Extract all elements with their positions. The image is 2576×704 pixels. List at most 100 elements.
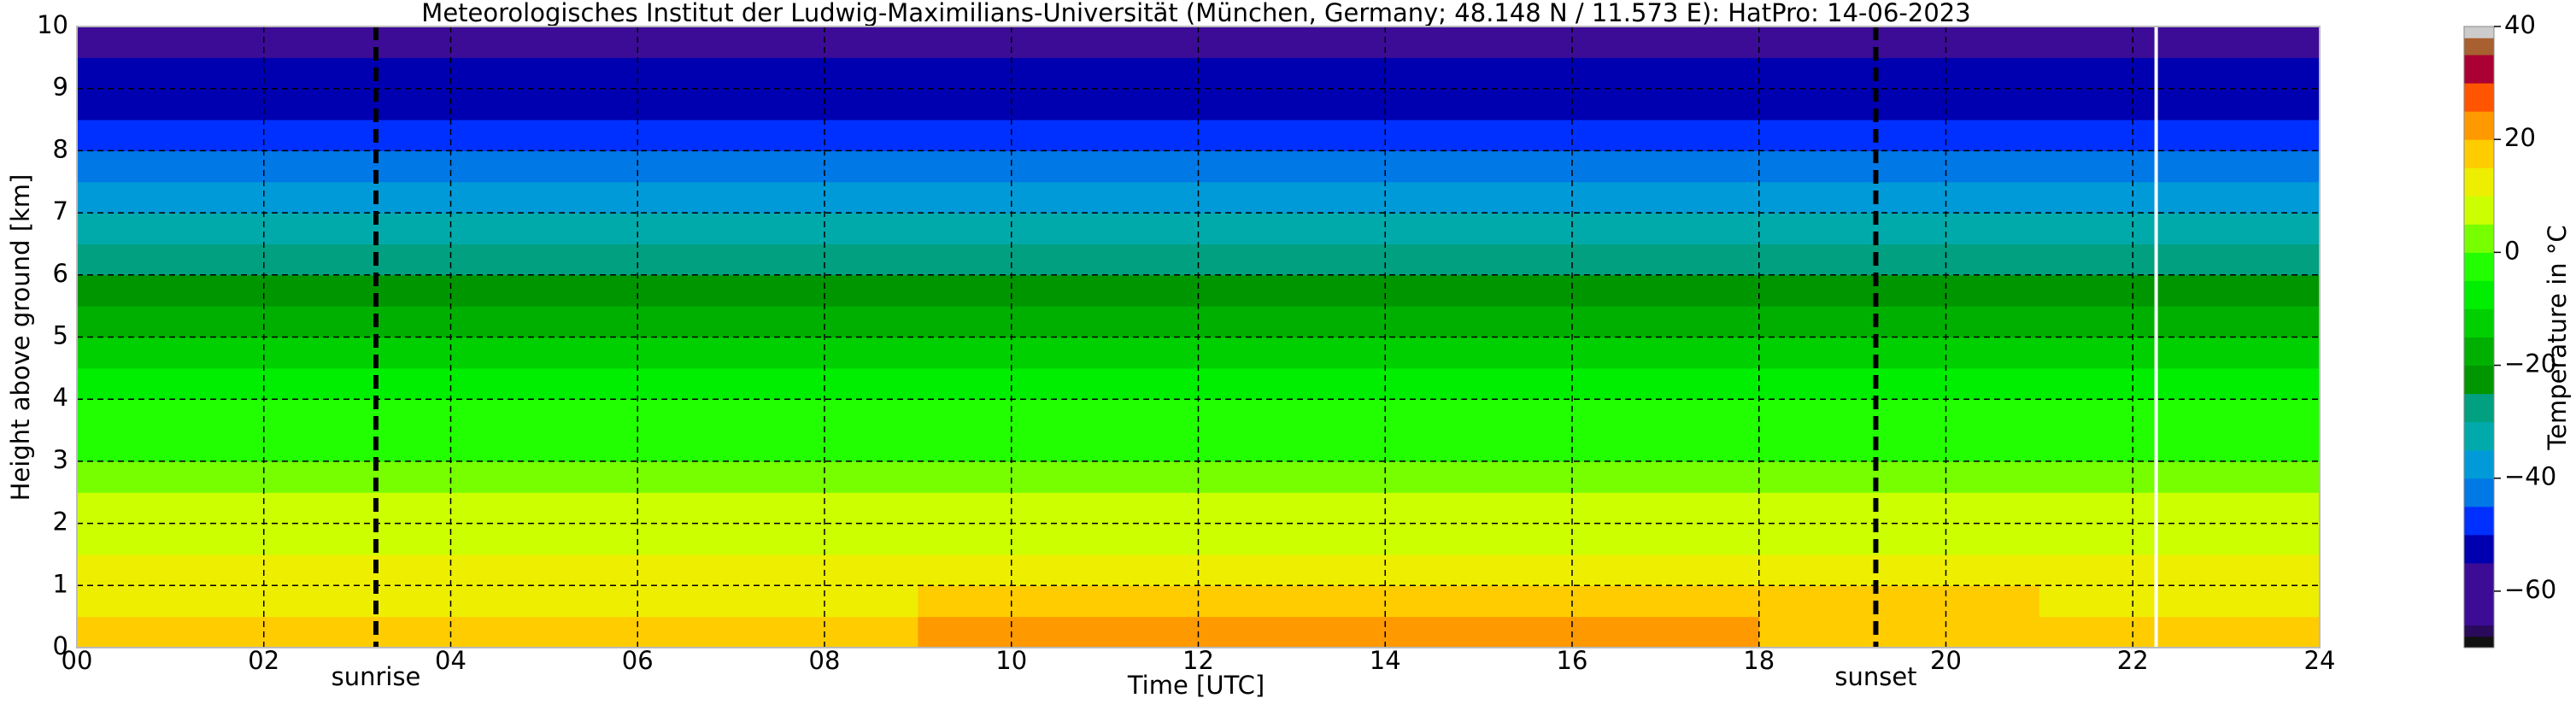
- heat-cell: [2039, 213, 2321, 244]
- colorbar-segment: [2464, 534, 2494, 564]
- chart-title: Meteorologisches Institut der Ludwig-Max…: [421, 0, 1970, 27]
- heat-cell: [357, 616, 638, 648]
- heat-cell: [637, 616, 918, 648]
- heat-cell: [1198, 213, 1480, 244]
- heat-cell: [1198, 274, 1480, 307]
- heat-cell: [1758, 213, 2040, 244]
- x-tick-label: 14: [1370, 646, 1401, 675]
- y-tick-label: 1: [53, 569, 68, 598]
- heat-cell: [1478, 57, 1760, 90]
- heat-cell: [1478, 120, 1760, 151]
- heat-cell: [1198, 26, 1480, 58]
- colorbar-segment: [2464, 196, 2494, 225]
- colorbar-segment: [2464, 55, 2494, 84]
- y-tick-label: 6: [53, 259, 68, 288]
- heat-cell: [2039, 585, 2321, 618]
- heat-cell: [1758, 337, 2040, 369]
- heat-cell: [357, 461, 638, 493]
- heat-cell: [637, 181, 918, 214]
- heat-cell: [1198, 461, 1480, 493]
- colorbar-tick-label: 20: [2504, 123, 2536, 152]
- heat-cell: [1758, 430, 2040, 462]
- heat-cell: [77, 274, 358, 307]
- heat-cell: [1758, 399, 2040, 431]
- heat-cell: [1478, 88, 1760, 120]
- heat-cell: [77, 492, 358, 525]
- heat-cell: [637, 585, 918, 618]
- heat-cell: [2039, 88, 2321, 120]
- colorbar-frame: [2463, 26, 2495, 648]
- heat-cell: [77, 554, 358, 586]
- heat-cell: [2039, 274, 2321, 307]
- x-tick-label: 04: [435, 646, 466, 675]
- colorbar-segment: [2464, 393, 2494, 423]
- colorbar-segment: [2464, 83, 2494, 112]
- heat-cell: [1198, 88, 1480, 120]
- colorbar-segment: [2464, 280, 2494, 309]
- heat-cell: [637, 337, 918, 369]
- heat-cell: [918, 616, 1199, 648]
- heat-cell: [1478, 150, 1760, 183]
- x-tick-label: 10: [995, 646, 1027, 675]
- heat-cell: [918, 150, 1199, 183]
- heat-cell: [1198, 181, 1480, 214]
- heat-cell: [918, 461, 1199, 493]
- heat-cell: [637, 57, 918, 90]
- heat-cell: [1758, 306, 2040, 337]
- heat-cell: [77, 430, 358, 462]
- heat-cell: [77, 461, 358, 493]
- heat-cell: [637, 430, 918, 462]
- heat-cell: [1478, 430, 1760, 462]
- heat-cell: [1198, 399, 1480, 431]
- heat-cell: [1478, 367, 1760, 400]
- heat-cell: [77, 26, 358, 58]
- heat-cell: [918, 88, 1199, 120]
- heat-cell: [1198, 337, 1480, 369]
- heat-cell: [77, 243, 358, 276]
- heat-cell: [1478, 554, 1760, 586]
- heat-cell: [357, 430, 638, 462]
- heat-cell: [1758, 88, 2040, 120]
- heat-cell: [357, 585, 638, 618]
- heat-cell: [357, 306, 638, 337]
- heat-cell: [357, 150, 638, 183]
- heat-cell: [77, 120, 358, 151]
- colorbar-tick-label: −20: [2504, 349, 2556, 378]
- y-tick-label: 8: [53, 134, 68, 163]
- colorbar-segment: [2464, 139, 2494, 168]
- heat-cell: [2039, 150, 2321, 183]
- heat-cell: [1478, 492, 1760, 525]
- heat-cell: [1758, 461, 2040, 493]
- heat-cell: [1198, 554, 1480, 586]
- heat-cell: [1198, 430, 1480, 462]
- y-tick-label: 2: [53, 507, 68, 537]
- colorbar-segment: [2464, 38, 2494, 56]
- heat-cell: [1478, 306, 1760, 337]
- heat-cell: [1198, 616, 1480, 648]
- heat-cell: [2039, 243, 2321, 276]
- colorbar-segment: [2464, 26, 2494, 38]
- heat-cell: [357, 523, 638, 555]
- x-tick-label: 16: [1557, 646, 1588, 675]
- heat-cell: [637, 26, 918, 58]
- colorbar-segment: [2464, 478, 2494, 507]
- heat-cell: [918, 337, 1199, 369]
- heat-cell: [918, 181, 1199, 214]
- heat-cell: [1478, 274, 1760, 307]
- x-tick-label: 00: [62, 646, 93, 675]
- heat-cell: [637, 554, 918, 586]
- heat-cell: [1198, 120, 1480, 151]
- heat-cell: [1478, 461, 1760, 493]
- heat-cell: [357, 181, 638, 214]
- colorbar-segment: [2464, 506, 2494, 536]
- heat-cell: [637, 274, 918, 307]
- x-tick-label: 12: [1182, 646, 1214, 675]
- heat-cell: [2039, 461, 2321, 493]
- heat-cell: [918, 585, 1199, 618]
- colorbar-segment: [2464, 337, 2494, 367]
- colorbar-segment: [2464, 636, 2494, 648]
- heat-cell: [1198, 492, 1480, 525]
- heat-cell: [1198, 57, 1480, 90]
- colorbar-segment: [2464, 449, 2494, 479]
- heat-cell: [77, 585, 358, 618]
